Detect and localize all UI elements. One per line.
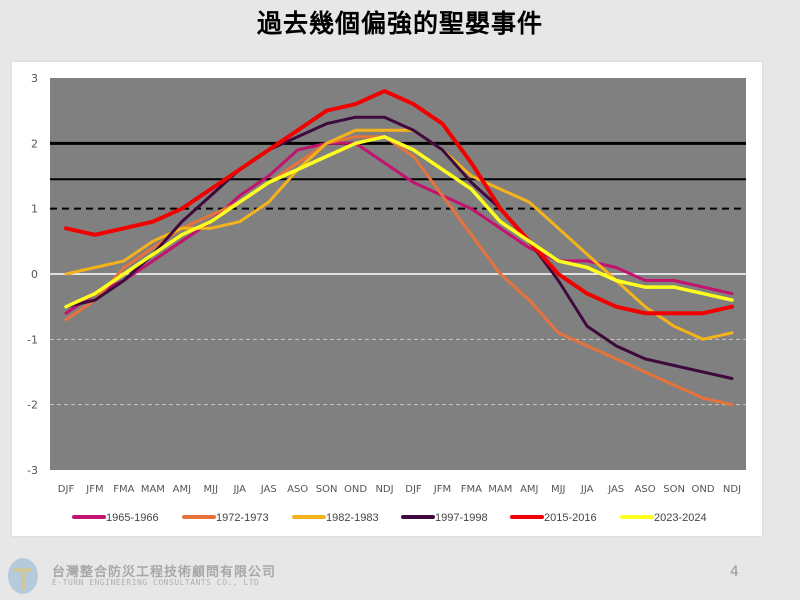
x-tick-label: JFM <box>433 484 451 495</box>
page-number: 4 <box>730 564 739 580</box>
series-line-2023-2024 <box>64 135 734 309</box>
x-tick-label: MJJ <box>204 484 219 495</box>
x-tick-label: MJJ <box>551 484 566 495</box>
slide-title: 過去幾個偏強的聖嬰事件 <box>256 9 543 38</box>
legend-label: 1972-1973 <box>216 512 269 524</box>
x-tick-label: AMJ <box>520 484 538 495</box>
y-tick-label: -2 <box>27 399 38 412</box>
series-line-2015-2016 <box>64 89 734 316</box>
company-logo-icon <box>8 558 38 594</box>
series-line-1997-1998 <box>64 115 734 380</box>
legend-label: 1982-1983 <box>326 512 379 524</box>
x-tick-label: ASO <box>635 484 656 495</box>
x-tick-label: MAM <box>488 484 512 495</box>
x-tick-label: NDJ <box>375 484 393 495</box>
series-line-1982-1983 <box>64 128 734 341</box>
line-chart: 3 2 1 0 -1 -2 -3 DJF JFM FMA MAM AMJ MJJ JJA JAS ASO SON… <box>27 72 746 524</box>
x-tick-label: OND <box>692 484 715 495</box>
y-tick-label: 2 <box>31 137 38 150</box>
x-tick-label: FMA <box>461 484 482 495</box>
x-tick-label: DJF <box>405 484 422 495</box>
y-tick-label: 1 <box>31 203 38 216</box>
x-tick-label: MAM <box>141 484 165 495</box>
legend-label: 1965-1966 <box>106 512 159 524</box>
chart-card: 3 2 1 0 -1 -2 -3 DJF JFM FMA MAM AMJ MJJ JJA JAS ASO SON… <box>12 62 762 536</box>
y-tick-label: -3 <box>27 464 38 477</box>
y-tick-label: 3 <box>31 72 38 85</box>
company-name-chinese: 台灣整合防災工程技術顧問有限公司 <box>52 565 277 580</box>
x-tick-label: JJA <box>580 484 594 495</box>
x-tick-label: JJA <box>232 484 246 495</box>
legend-label: 1997-1998 <box>435 512 488 524</box>
company-name-english: E-TURN ENGINEERING CONSULTANTS CO., LTD <box>52 578 260 587</box>
x-tick-label: SON <box>663 484 685 495</box>
x-tick-label: JAS <box>260 484 277 495</box>
x-tick-label: AMJ <box>173 484 191 495</box>
x-tick-label: JAS <box>607 484 624 495</box>
series-line-1965-1966 <box>64 141 734 315</box>
x-tick-label: ASO <box>287 484 308 495</box>
x-tick-label: JFM <box>85 484 103 495</box>
x-tick-label: FMA <box>113 484 134 495</box>
y-tick-label: 0 <box>31 268 38 281</box>
x-tick-label: SON <box>316 484 338 495</box>
legend-label: 2015-2016 <box>544 512 597 524</box>
x-tick-label: OND <box>344 484 367 495</box>
legend-label: 2023-2024 <box>654 512 707 524</box>
y-tick-label: -1 <box>27 333 38 346</box>
x-tick-label: NDJ <box>723 484 741 495</box>
x-tick-label: DJF <box>58 484 75 495</box>
